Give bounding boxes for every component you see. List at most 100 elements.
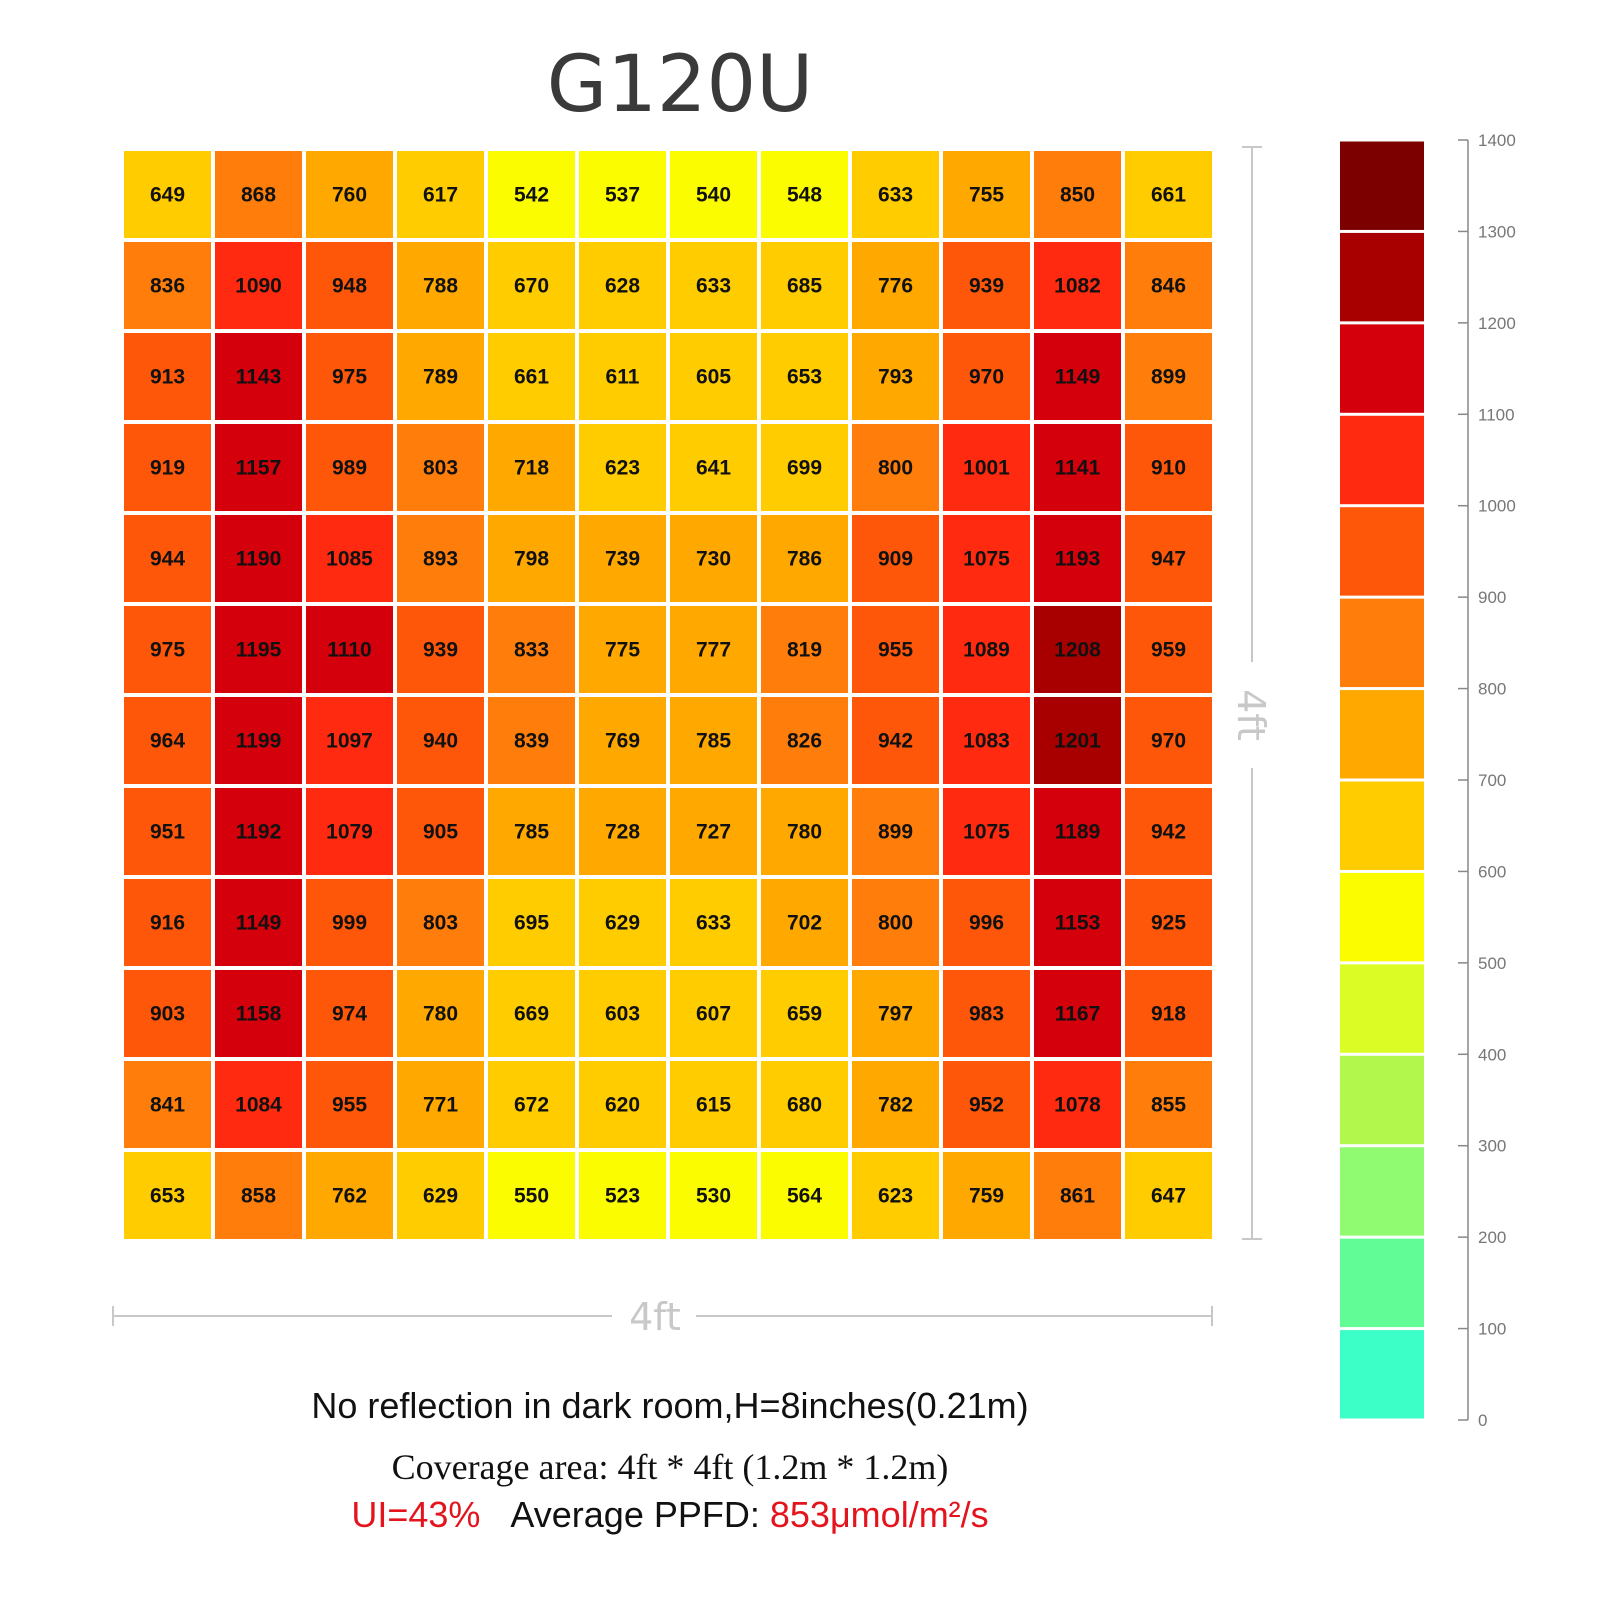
- heatmap-cell: [215, 697, 302, 784]
- heatmap-cell: [1125, 970, 1212, 1057]
- width-dimension-label: 4ft: [629, 1295, 681, 1339]
- heatmap-cell: [397, 333, 484, 420]
- heatmap-cell: [943, 970, 1030, 1057]
- cell-value-label: 695: [514, 912, 549, 935]
- color-scale-tick-label: 1000: [1478, 497, 1516, 516]
- cell-value-label: 1078: [1054, 1094, 1101, 1117]
- cell-value-label: 1149: [1055, 366, 1101, 389]
- cell-value-label: 959: [1151, 639, 1186, 662]
- cell-value-label: 800: [878, 912, 913, 935]
- color-scale-bin: [1340, 324, 1424, 413]
- cell-value-label: 983: [969, 1003, 1004, 1026]
- cell-value-label: 975: [332, 366, 367, 389]
- cell-value-label: 899: [1151, 366, 1186, 389]
- cell-value-label: 942: [878, 730, 913, 753]
- heatmap-cell: [215, 242, 302, 329]
- cell-value-label: 836: [150, 275, 185, 298]
- cell-value-label: 1192: [236, 821, 282, 844]
- cell-value-label: 782: [878, 1094, 913, 1117]
- heatmap-cell: [852, 424, 939, 511]
- cell-value-label: 1141: [1055, 457, 1101, 480]
- ppfd-label: Average PPFD:: [510, 1494, 760, 1535]
- cell-value-label: 620: [605, 1094, 640, 1117]
- color-scale-bin: [1340, 690, 1424, 779]
- cell-value-label: 672: [514, 1094, 549, 1117]
- heatmap-cell: [579, 1152, 666, 1239]
- cell-value-label: 1195: [236, 639, 282, 662]
- cell-value-label: 999: [332, 912, 367, 935]
- cell-value-label: 996: [969, 912, 1004, 935]
- cell-value-label: 803: [423, 912, 458, 935]
- heatmap-cell: [215, 151, 302, 238]
- heatmap-cell: [852, 970, 939, 1057]
- cell-value-label: 800: [878, 457, 913, 480]
- cell-value-label: 1153: [1055, 912, 1101, 935]
- heatmap-cell: [306, 242, 393, 329]
- heatmap-cell: [579, 424, 666, 511]
- heatmap-cell: [488, 424, 575, 511]
- heatmap-cell: [852, 879, 939, 966]
- cell-value-label: 947: [1151, 548, 1186, 571]
- cell-value-label: 718: [514, 457, 549, 480]
- cell-value-label: 1089: [963, 639, 1010, 662]
- heatmap-cell: [761, 333, 848, 420]
- cell-value-label: 628: [605, 275, 640, 298]
- heatmap-cell: [761, 879, 848, 966]
- heatmap-cell: [306, 1061, 393, 1148]
- cell-value-label: 623: [605, 457, 640, 480]
- cell-value-label: 629: [423, 1185, 458, 1208]
- cell-value-label: 530: [696, 1185, 731, 1208]
- heatmap-cell: [943, 515, 1030, 602]
- heatmap-cell: [488, 333, 575, 420]
- cell-value-label: 1158: [236, 1003, 282, 1026]
- cell-value-label: 775: [605, 639, 640, 662]
- cell-value-label: 910: [1151, 457, 1186, 480]
- cell-value-label: 653: [787, 366, 822, 389]
- cell-value-label: 903: [150, 1003, 185, 1026]
- cell-value-label: 955: [878, 639, 913, 662]
- cell-value-label: 785: [514, 821, 549, 844]
- heatmap-cell: [124, 606, 211, 693]
- heatmap-cell: [852, 788, 939, 875]
- heatmap-cell: [943, 697, 1030, 784]
- cell-value-label: 661: [1151, 184, 1186, 207]
- heatmap-cell: [124, 242, 211, 329]
- heatmap-cell: [852, 697, 939, 784]
- cell-value-label: 905: [423, 821, 458, 844]
- cell-value-label: 603: [605, 1003, 640, 1026]
- cell-value-label: 730: [696, 548, 731, 571]
- cell-value-label: 975: [150, 639, 185, 662]
- heatmap-cell: [670, 879, 757, 966]
- cell-value-label: 629: [605, 912, 640, 935]
- heatmap-cell: [215, 879, 302, 966]
- color-scale-tick-label: 300: [1478, 1137, 1506, 1156]
- heatmap-cell: [670, 606, 757, 693]
- heatmap-cell: [1125, 606, 1212, 693]
- cell-value-label: 899: [878, 821, 913, 844]
- heatmap-cell: [761, 788, 848, 875]
- heatmap-cell: [306, 515, 393, 602]
- cell-value-label: 537: [605, 184, 640, 207]
- heatmap-cell: [670, 515, 757, 602]
- cell-value-label: 605: [696, 366, 731, 389]
- heatmap-cell: [761, 1152, 848, 1239]
- cell-value-label: 913: [150, 366, 185, 389]
- cell-value-label: 1157: [236, 457, 282, 480]
- heatmap-cell: [943, 1061, 1030, 1148]
- heatmap-cell: [579, 515, 666, 602]
- cell-value-label: 955: [332, 1094, 367, 1117]
- caption-coverage: Coverage area: 4ft * 4ft (1.2m * 1.2m): [391, 1447, 949, 1487]
- cell-value-label: 970: [969, 366, 1004, 389]
- cell-value-label: 669: [514, 1003, 549, 1026]
- heatmap-cell: [1034, 515, 1121, 602]
- cell-value-label: 1189: [1055, 821, 1101, 844]
- cell-value-label: 944: [150, 548, 185, 571]
- heatmap-cell: [1125, 788, 1212, 875]
- heatmap-cells: 649 868 760 617 542 537 540 548 633 755 850 661 836 1…: [124, 151, 1212, 1239]
- cell-value-label: 633: [696, 275, 731, 298]
- color-scale-tick-label: 1100: [1478, 405, 1515, 424]
- cell-value-label: 617: [423, 184, 458, 207]
- heatmap-cell: [397, 697, 484, 784]
- heatmap-cell: [579, 242, 666, 329]
